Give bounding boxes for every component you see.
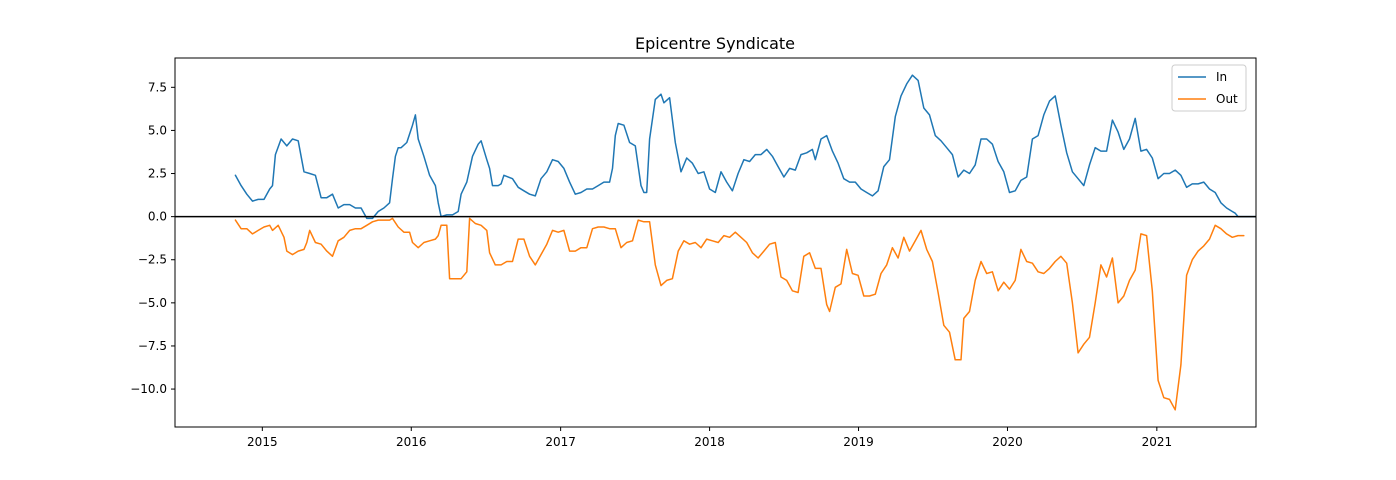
legend: In Out — [1171, 64, 1247, 112]
series-line-out — [234, 217, 1245, 411]
y-tick-label: 5.0 — [148, 123, 167, 137]
plot-area — [174, 57, 1257, 428]
legend-label-in: In — [1216, 70, 1227, 84]
y-tick-label: −2.5 — [138, 253, 167, 267]
x-tick-label: 2016 — [396, 435, 427, 449]
x-tick-label: 2021 — [1142, 435, 1173, 449]
axes-frame — [174, 57, 1257, 428]
x-axis: 2015 2016 2017 2018 2019 2020 2021 — [247, 427, 1172, 449]
chart-title: Epicentre Syndicate — [635, 34, 795, 53]
x-tick-label: 2017 — [545, 435, 576, 449]
series-group — [234, 74, 1256, 411]
y-axis: 7.5 5.0 2.5 0.0 −2.5 −5.0 −7.5 −10.0 — [130, 80, 175, 396]
x-tick-label: 2020 — [992, 435, 1023, 449]
y-tick-label: −7.5 — [138, 339, 167, 353]
y-tick-label: 2.5 — [148, 167, 167, 181]
legend-label-out: Out — [1216, 92, 1238, 106]
x-tick-label: 2019 — [843, 435, 874, 449]
series-line-in — [234, 74, 1256, 220]
y-tick-label: −10.0 — [130, 382, 167, 396]
y-tick-label: 7.5 — [148, 80, 167, 94]
y-tick-label: 0.0 — [148, 210, 167, 224]
y-tick-label: −5.0 — [138, 296, 167, 310]
x-tick-label: 2018 — [694, 435, 725, 449]
x-tick-label: 2015 — [247, 435, 278, 449]
